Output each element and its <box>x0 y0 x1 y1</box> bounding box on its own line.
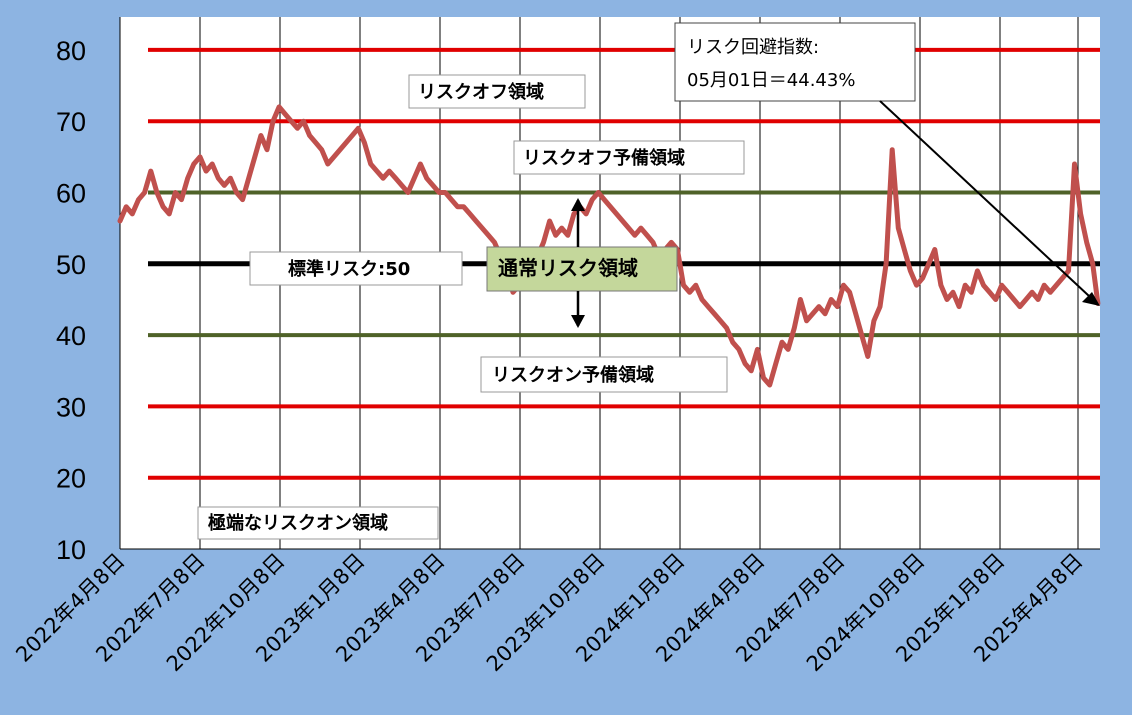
annotation-extreme-risk-on: 極端なリスクオン領域 <box>197 506 439 540</box>
annotation-standard-label: 標準リスク:50 <box>288 258 410 280</box>
x-axis: 2022年4月8日2022年7月8日2022年10月8日2023年1月8日202… <box>11 549 1087 677</box>
annotation-risk-on-reserve: リスクオン予備領域 <box>480 356 728 393</box>
callout-line2: 05月01日＝44.43% <box>687 70 855 91</box>
annotation-risk-off-reserve-label: リスクオフ予備領域 <box>523 147 685 169</box>
annotation-risk-off-reserve: リスクオフ予備領域 <box>513 140 745 175</box>
annotation-normal-label: 通常リスク領域 <box>498 256 638 280</box>
series-group <box>117 104 1101 388</box>
annotation-risk-on-reserve-label: リスクオン予備領域 <box>492 364 654 386</box>
y-axis: 10 20 30 40 50 60 70 80 <box>56 36 86 565</box>
y-tick-label: 60 <box>56 179 86 209</box>
y-tick-label: 50 <box>56 250 86 280</box>
y-tick-label: 20 <box>56 464 86 494</box>
annotation-standard: 標準リスク:50 <box>249 251 463 286</box>
annotation-risk-off: リスクオフ領域 <box>408 74 586 109</box>
callout-line1: リスク回避指数: <box>687 37 819 58</box>
callout-latest-value: リスク回避指数: 05月01日＝44.43% <box>674 22 1100 306</box>
callout-arrow-head <box>1082 292 1100 306</box>
annotation-extreme-risk-on-label: 極端なリスクオン領域 <box>208 512 388 534</box>
y-tick-label: 30 <box>56 392 86 422</box>
annotation-normal: 通常リスク領域 <box>486 246 678 292</box>
series-line <box>117 104 1101 388</box>
y-tick-label: 70 <box>56 107 86 137</box>
y-tick-label: 40 <box>56 321 86 351</box>
y-tick-label: 10 <box>56 535 86 565</box>
normal-range-arrows <box>571 198 585 328</box>
annotation-risk-off-label: リスクオフ領域 <box>418 81 544 103</box>
callout-arrow-line <box>879 100 1090 297</box>
y-tick-label: 80 <box>56 36 86 66</box>
